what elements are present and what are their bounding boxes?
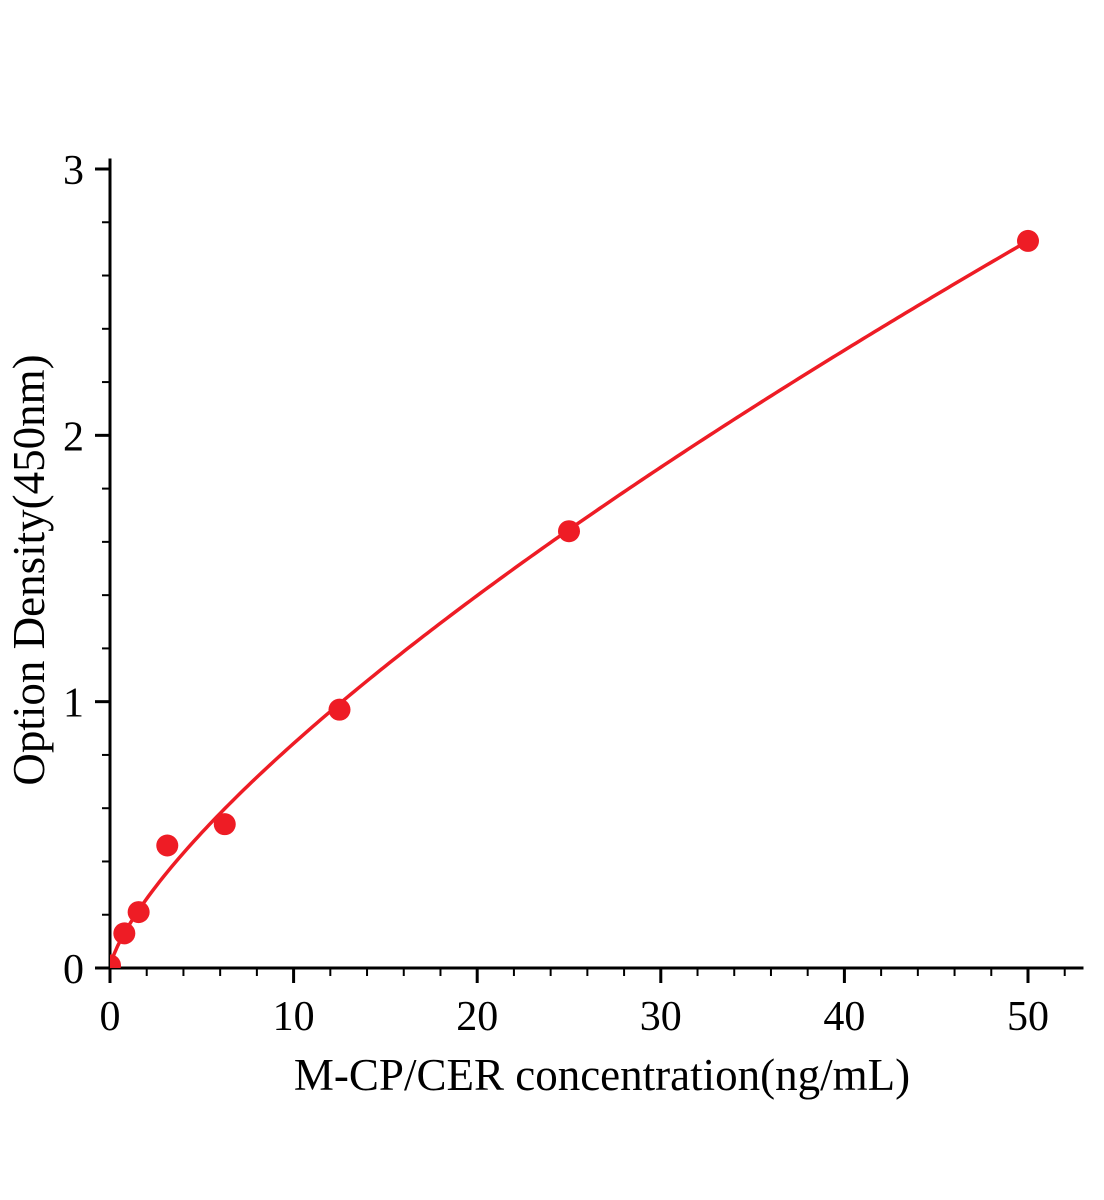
- data-point: [558, 520, 580, 543]
- x-tick-label: 40: [823, 994, 865, 1040]
- x-tick-label: 30: [640, 994, 682, 1040]
- fit-curve: [110, 239, 1029, 968]
- x-tick-label: 50: [1007, 994, 1049, 1040]
- x-tick-label: 20: [456, 994, 498, 1040]
- data-point: [127, 901, 150, 924]
- x-tick-label: 0: [100, 994, 121, 1040]
- y-axis-title: Option Density(450nm): [4, 354, 54, 785]
- y-tick-label: 1: [63, 681, 84, 727]
- plot-area: 0 10 20 30 40 50 0 1 2 3: [63, 148, 1084, 1040]
- data-point: [156, 834, 179, 857]
- y-tick-label: 3: [63, 148, 84, 194]
- data-point: [213, 813, 236, 836]
- y-tick-label: 2: [63, 414, 84, 460]
- x-axis-title: M-CP/CER concentration(ng/mL): [294, 1050, 910, 1100]
- data-point: [110, 954, 121, 968]
- y-tick-label: 0: [63, 947, 84, 993]
- data-points: [110, 229, 1039, 968]
- data-point: [328, 698, 351, 721]
- x-tick-label: 10: [273, 994, 315, 1040]
- axes: [108, 158, 1084, 970]
- data-point: [113, 922, 136, 945]
- data-point: [1017, 229, 1039, 252]
